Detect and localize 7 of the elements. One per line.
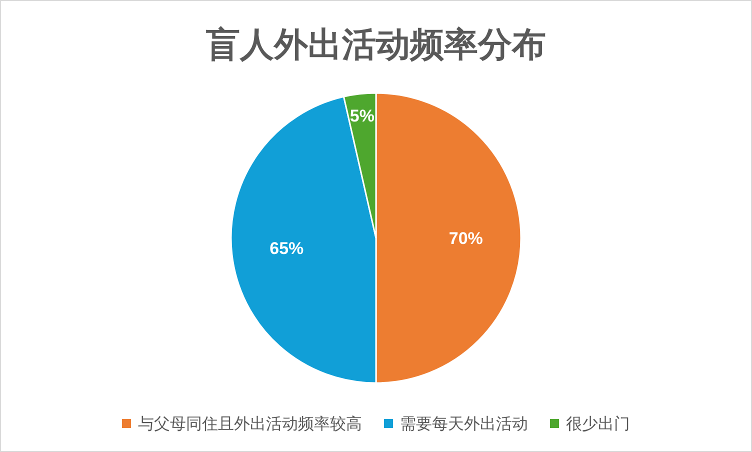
data-label: 5%	[350, 106, 374, 126]
legend-label: 需要每天外出活动	[400, 415, 528, 433]
chart-title: 盲人外出活动频率分布	[205, 26, 546, 64]
data-label: 65%	[270, 239, 304, 258]
legend-label: 与父母同住且外出活动频率较高	[138, 415, 362, 433]
data-label: 70%	[448, 229, 483, 248]
legend-label: 很少出门	[566, 415, 630, 433]
